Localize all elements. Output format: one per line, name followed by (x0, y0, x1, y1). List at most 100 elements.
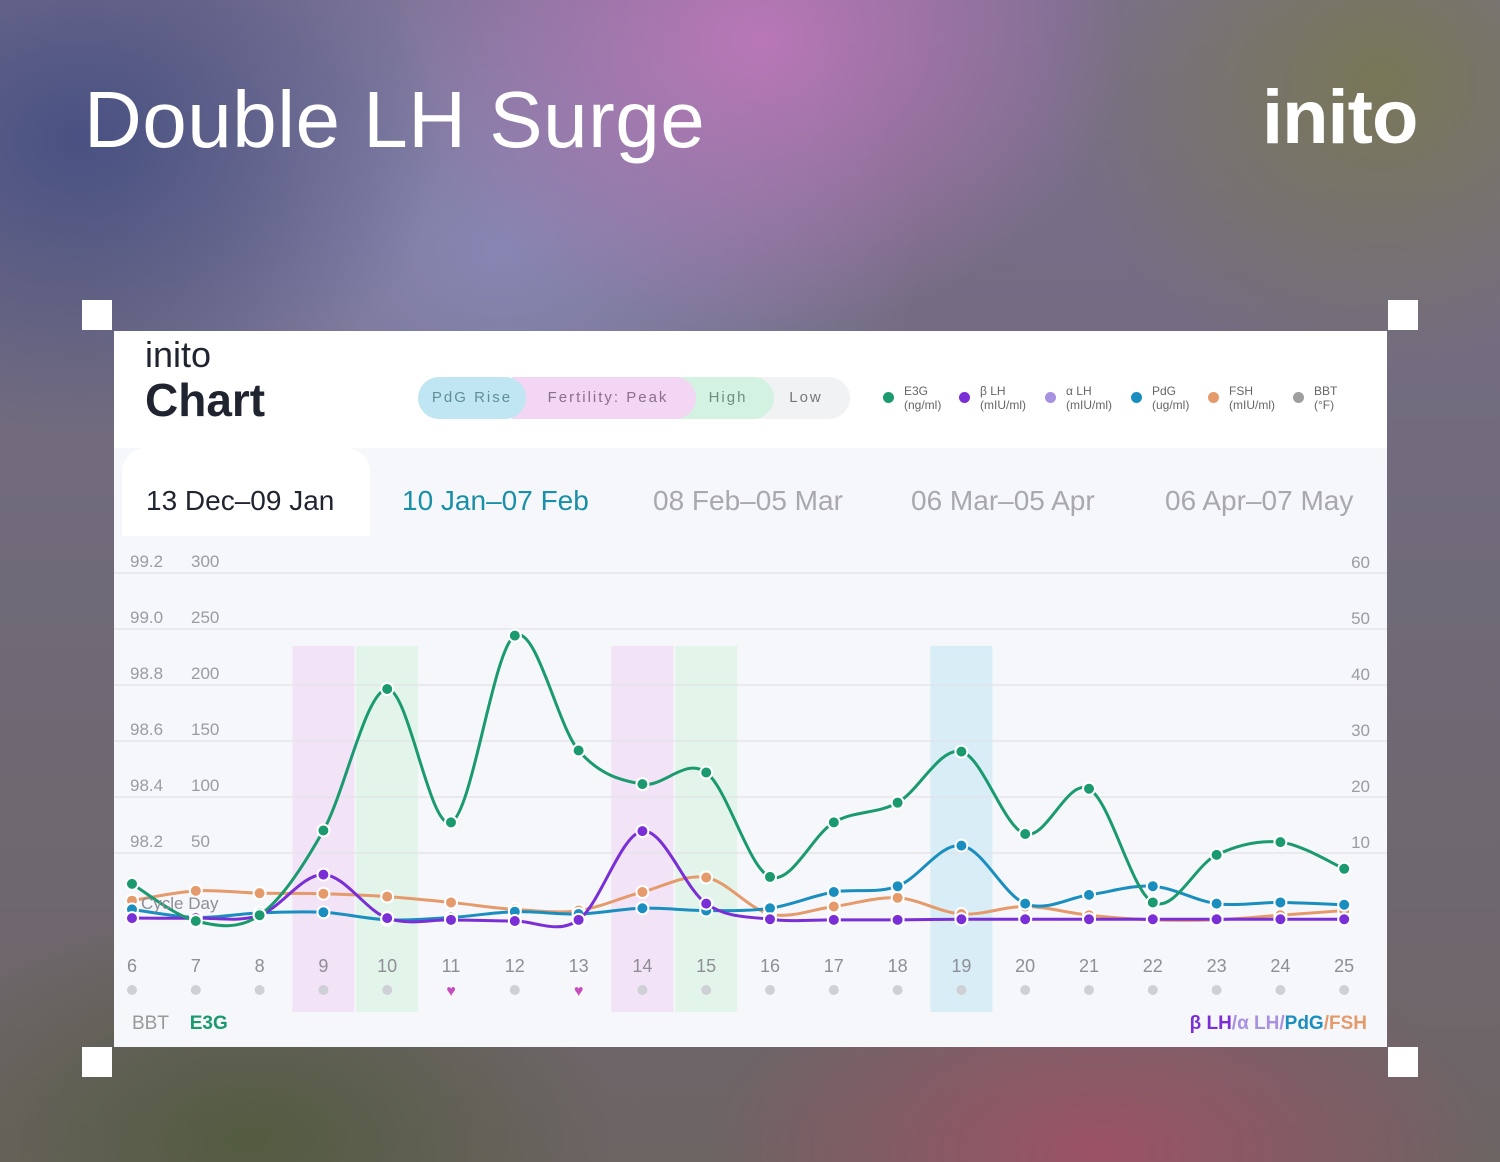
day-marker-dot (190, 985, 201, 995)
legend-unit: (ug/ml) (1152, 398, 1190, 412)
data-point-beta-lh-day-16 (763, 912, 777, 927)
data-point-beta-lh-day-14 (635, 824, 650, 839)
alpha-lh-axis-label: α LH (1237, 1013, 1280, 1034)
day-label-9: 9 (318, 956, 328, 976)
day-label-11: 11 (442, 956, 461, 976)
data-point-e3g-day-8 (252, 908, 267, 923)
data-point-beta-lh-day-10 (380, 911, 395, 926)
legend-dot-icon (1208, 392, 1219, 403)
tab-cycle-5[interactable]: 06 Apr–07 May (1165, 485, 1354, 516)
day-label-16: 16 (760, 956, 780, 976)
tab-cycle-1[interactable]: 13 Dec–09 Jan (146, 485, 335, 516)
day-marker-dot (1339, 985, 1350, 995)
data-point-e3g-day-24 (1273, 835, 1288, 850)
day-label-24: 24 (1270, 956, 1290, 976)
day-marker-dot (701, 985, 712, 995)
data-point-pdg-day-21 (1082, 887, 1096, 902)
legend-unit: (mIU/ml) (980, 398, 1026, 412)
separator: / (1323, 1013, 1329, 1034)
day-marker-dot (1275, 985, 1286, 995)
day-label-17: 17 (824, 956, 844, 976)
data-point-beta-lh-day-24 (1273, 912, 1288, 927)
data-point-e3g-day-10 (380, 682, 395, 696)
data-point-e3g-day-15 (699, 765, 714, 780)
day-label-20: 20 (1015, 956, 1035, 976)
data-point-e3g-day-17 (826, 815, 841, 830)
day-marker-dot (892, 985, 903, 995)
beta-lh-axis-label: β LH (1189, 1013, 1232, 1034)
day-label-14: 14 (632, 956, 652, 976)
card-brand: inito (145, 334, 212, 375)
tab-cycle-2[interactable]: 10 Jan–07 Feb (402, 485, 589, 516)
tab-cycle-4[interactable]: 06 Mar–05 Apr (911, 485, 1095, 516)
right-axis-tick-label: 40 (1351, 665, 1370, 684)
data-point-beta-lh-day-15 (699, 896, 714, 911)
data-point-pdg-day-25 (1337, 897, 1352, 912)
right-axis-legend: β LH/α LH/PdG/FSH (1190, 1013, 1367, 1035)
data-point-beta-lh-day-11 (444, 912, 458, 927)
legend-dot-icon (883, 392, 894, 403)
right-axis-tick-label: 20 (1351, 777, 1370, 796)
e3g-axis-label: E3G (189, 1013, 228, 1034)
data-point-beta-lh-day-9 (316, 867, 331, 882)
legend-unit: (ng/ml) (904, 398, 942, 412)
e3g-tick-label: 100 (191, 776, 219, 795)
data-point-fsh-day-7 (188, 883, 203, 898)
data-point-fsh-day-11 (444, 895, 458, 910)
legend-label: FSH (1229, 384, 1253, 398)
crop-handle-top-left[interactable] (82, 300, 112, 330)
data-point-beta-lh-day-22 (1145, 912, 1160, 927)
day-marker-dot (127, 985, 137, 995)
data-point-e3g-day-13 (571, 743, 586, 758)
day-label-10: 10 (377, 956, 397, 976)
data-point-beta-lh-day-21 (1082, 912, 1096, 927)
crop-handle-top-right[interactable] (1388, 300, 1418, 330)
data-point-e3g-day-9 (316, 823, 331, 838)
tab-active-background (122, 448, 370, 536)
data-point-beta-lh-day-17 (826, 912, 841, 927)
right-axis-tick-label: 50 (1351, 609, 1370, 628)
day-marker-dot (637, 985, 648, 995)
e3g-tick-label: 200 (191, 664, 219, 683)
right-axis-tick-label: 30 (1351, 721, 1370, 740)
bbt-tick-label: 98.8 (130, 664, 163, 683)
legend-dot-icon (959, 392, 970, 403)
data-point-fsh-day-8 (252, 886, 267, 901)
day-marker-dot (765, 985, 775, 995)
legend-label: BBT (1314, 384, 1338, 398)
card-title: Chart (145, 374, 266, 426)
data-point-beta-lh-day-23 (1209, 912, 1224, 927)
day-marker-dot (1147, 985, 1158, 995)
heart-icon: ♥ (574, 983, 584, 1000)
separator: / (1231, 1013, 1238, 1034)
day-label-21: 21 (1079, 956, 1099, 976)
data-point-e3g-day-16 (763, 869, 777, 884)
data-point-fsh-day-9 (316, 886, 331, 901)
data-point-e3g-day-7 (188, 914, 203, 928)
x-axis-label: Cycle Day (141, 894, 219, 913)
tab-cycle-3[interactable]: 08 Feb–05 Mar (653, 485, 843, 516)
data-point-e3g-day-25 (1337, 861, 1352, 876)
data-point-beta-lh-day-20 (1018, 912, 1033, 927)
heart-icon: ♥ (446, 983, 456, 1000)
bbt-tick-label: 98.2 (130, 832, 163, 851)
crop-handle-bottom-right[interactable] (1388, 1047, 1418, 1077)
data-point-beta-lh-day-6 (125, 911, 139, 926)
day-label-23: 23 (1207, 956, 1227, 976)
bbt-tick-label: 98.4 (130, 776, 163, 795)
data-point-beta-lh-day-18 (890, 912, 905, 927)
data-point-beta-lh-day-19 (954, 912, 969, 927)
crop-handle-bottom-left[interactable] (82, 1047, 112, 1077)
chart-area: 99.2 300 60 99.0 250 50 98.8 200 40 98.6 150 30 98.4… (114, 536, 1387, 1047)
data-point-pdg-day-19 (954, 838, 969, 853)
day-label-18: 18 (888, 956, 908, 976)
e3g-tick-label: 300 (191, 552, 219, 571)
data-point-beta-lh-day-13 (571, 912, 586, 927)
day-marker-dot (318, 985, 329, 995)
day-marker-dot (1211, 985, 1222, 995)
highlight-band-day-10 (356, 646, 419, 1012)
highlight-band-day-15 (675, 646, 738, 1012)
day-marker-dot (509, 985, 520, 995)
pdg-axis-label: PdG (1284, 1013, 1324, 1034)
data-point-pdg-day-24 (1273, 895, 1288, 910)
